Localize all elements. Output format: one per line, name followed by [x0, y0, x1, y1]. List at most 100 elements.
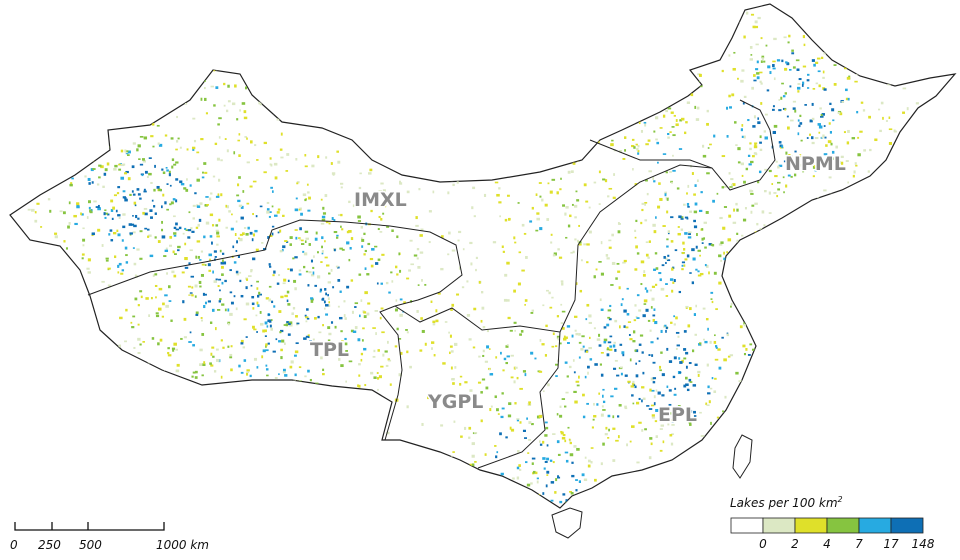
lake-density-cell — [859, 60, 864, 64]
lake-density-cell — [98, 176, 101, 179]
lake-density-cell — [242, 190, 245, 193]
lake-density-cell — [793, 173, 797, 177]
lake-density-cell — [62, 211, 66, 215]
lake-density-cell — [332, 286, 335, 289]
lake-density-cell — [142, 211, 145, 215]
lake-density-cell — [603, 326, 607, 329]
lake-density-cell — [662, 440, 665, 444]
lake-density-cell — [337, 279, 341, 282]
lake-density-cell — [41, 13, 44, 17]
lake-density-cell — [80, 212, 82, 216]
lake-density-cell — [265, 343, 268, 347]
lake-density-cell — [721, 336, 724, 339]
lake-density-cell — [563, 335, 566, 339]
lake-density-cell — [522, 370, 527, 373]
lake-density-cell — [729, 354, 734, 357]
lake-density-cell — [713, 340, 717, 344]
lake-density-cell — [504, 218, 508, 222]
lake-density-cell — [763, 130, 766, 133]
lake-density-cell — [385, 194, 389, 196]
lake-density-cell — [377, 349, 380, 352]
lake-density-cell — [598, 203, 601, 205]
lake-density-cell — [820, 116, 824, 118]
lake-density-cell — [424, 283, 427, 286]
lake-density-cell — [340, 186, 343, 189]
lake-density-cell — [374, 245, 378, 248]
lake-density-cell — [397, 338, 402, 340]
lake-density-cell — [649, 388, 652, 392]
lake-density-cell — [645, 253, 649, 257]
lake-density-cell — [217, 193, 220, 197]
lake-density-cell — [233, 151, 236, 155]
lake-density-cell — [133, 262, 137, 266]
lake-density-cell — [578, 243, 582, 246]
lake-density-cell — [194, 284, 198, 288]
lake-density-cell — [694, 202, 698, 206]
lake-density-cell — [46, 280, 50, 283]
lake-density-cell — [699, 85, 703, 88]
lake-density-cell — [303, 252, 308, 256]
lake-density-cell — [204, 171, 208, 174]
lake-density-cell — [212, 65, 217, 69]
lake-density-cell — [681, 264, 684, 267]
lake-density-cell — [557, 337, 560, 341]
lake-density-cell — [469, 241, 473, 245]
lake-density-cell — [294, 229, 298, 231]
lake-density-cell — [709, 504, 713, 508]
lake-density-cell — [180, 183, 185, 186]
lake-density-cell — [137, 144, 141, 148]
lake-density-cell — [536, 212, 540, 215]
lake-density-cell — [777, 181, 781, 184]
lake-density-cell — [97, 228, 101, 232]
lake-density-cell — [550, 507, 555, 508]
lake-density-cell — [790, 325, 793, 328]
lake-density-cell — [557, 8, 562, 11]
lake-density-cell — [15, 184, 19, 188]
lake-density-cell — [53, 451, 56, 454]
lake-density-cell — [210, 364, 214, 367]
lake-density-cell — [617, 230, 621, 234]
lake-density-cell — [243, 227, 247, 229]
lake-density-cell — [683, 384, 687, 388]
lake-density-cell — [287, 36, 291, 39]
lake-density-cell — [455, 119, 459, 122]
lake-density-cell — [845, 97, 849, 101]
lake-density-cell — [171, 158, 175, 162]
lake-density-cell — [243, 116, 248, 120]
lake-density-cell — [327, 326, 331, 330]
lake-density-cell — [603, 81, 606, 85]
lake-density-cell — [132, 247, 135, 249]
lake-density-cell — [443, 123, 448, 126]
lake-density-cell — [607, 437, 610, 439]
lake-density-cell — [571, 334, 574, 338]
lake-density-cell — [673, 393, 677, 396]
lake-density-cell — [184, 242, 187, 246]
lake-density-cell — [741, 135, 744, 138]
lake-density-cell — [243, 318, 247, 321]
lake-density-cell — [680, 217, 684, 220]
lake-density-cell — [653, 180, 656, 183]
lake-density-cell — [148, 234, 152, 237]
lake-density-cell — [69, 183, 73, 187]
lake-density-cell — [782, 95, 786, 98]
lake-density-cell — [611, 139, 614, 142]
legend-break-label: 0 — [759, 537, 767, 551]
lake-density-cell — [699, 411, 702, 414]
lake-density-cell — [330, 162, 333, 165]
lake-density-cell — [173, 424, 178, 428]
lake-density-cell — [854, 162, 857, 165]
lake-density-cell — [555, 478, 558, 482]
lake-density-cell — [170, 137, 174, 140]
lake-density-cell — [775, 338, 779, 341]
lake-density-cell — [351, 310, 354, 314]
lake-density-cell — [215, 86, 219, 89]
lake-density-cell — [856, 110, 859, 114]
lake-density-cell — [501, 392, 504, 395]
lake-density-cell — [449, 169, 453, 173]
lake-density-cell — [534, 357, 537, 360]
lake-density-cell — [761, 346, 765, 349]
lake-density-cell — [602, 388, 605, 391]
lake-density-cell — [880, 101, 884, 105]
lake-density-cell — [542, 390, 545, 393]
lake-density-cell — [648, 354, 651, 357]
